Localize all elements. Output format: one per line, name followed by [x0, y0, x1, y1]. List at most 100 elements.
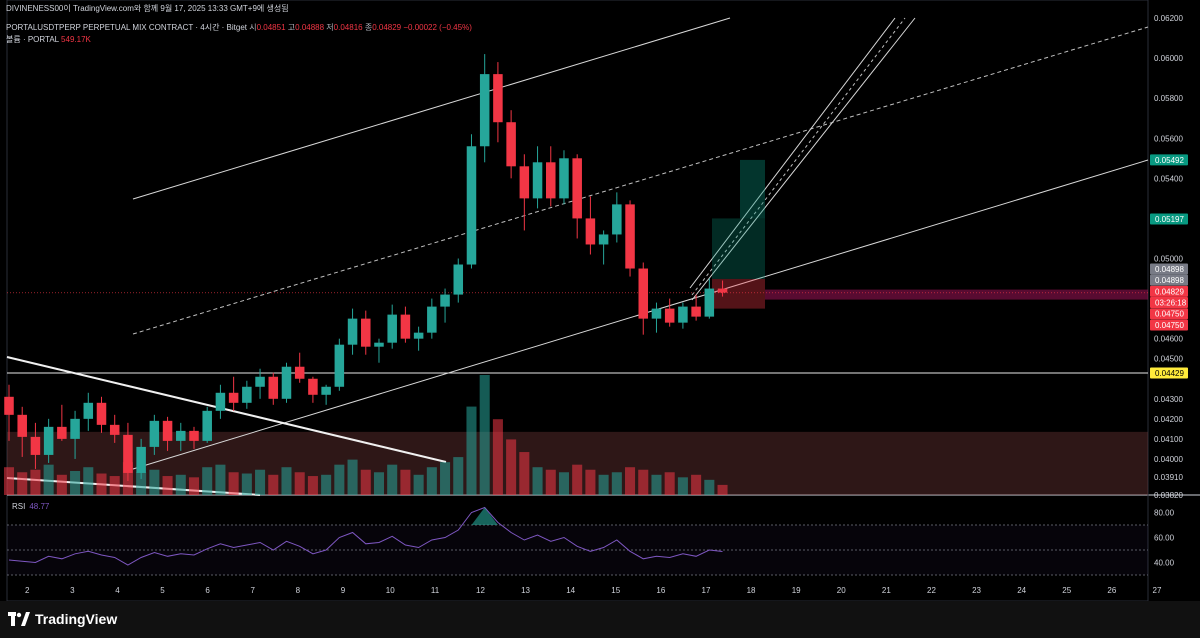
price-tick-label: 0.05600 [1154, 134, 1183, 143]
low-value: 0.04816 [333, 23, 363, 32]
volume-bar [387, 464, 398, 495]
time-tick-label: 18 [747, 586, 756, 595]
volume-bar [506, 439, 517, 495]
time-tick-label: 21 [882, 586, 891, 595]
volume-bar [585, 469, 596, 495]
time-tick-label: 6 [205, 586, 210, 595]
price-label-box [1150, 297, 1188, 309]
volume-bar [162, 476, 173, 495]
rsi-tick-label: 60.00 [1154, 534, 1175, 543]
candle-body [704, 288, 715, 317]
volume-bar [453, 457, 464, 495]
price-chart[interactable]: 0.06200 0.06000 0.05800 0.05600 0.05400 0.050… [0, 0, 1200, 601]
volume-bar [492, 419, 503, 495]
volume-bar [3, 467, 15, 495]
target-zone [712, 218, 765, 279]
candle-body [255, 376, 265, 387]
candle-body [572, 158, 582, 219]
price-tick-label: 0.04600 [1154, 335, 1183, 344]
rsi-band [7, 525, 1148, 575]
candle-body [466, 146, 477, 265]
time-tick-label: 19 [792, 586, 801, 595]
steep-channel-upper [689, 17, 896, 289]
candle-body [440, 294, 450, 307]
candle-body [598, 234, 609, 245]
candle-body [294, 366, 305, 379]
high-value: 0.04888 [295, 23, 325, 32]
volume-bar [625, 467, 636, 495]
time-tick-label: 23 [972, 586, 981, 595]
time-tick-label: 24 [1017, 586, 1026, 595]
volume-bar [30, 469, 41, 495]
volume-bar [691, 474, 702, 495]
candle-body [189, 430, 199, 441]
candle-body [612, 204, 622, 235]
tradingview-brand: TradingView [35, 611, 118, 627]
candle-body [493, 74, 503, 123]
volume-bar [109, 476, 120, 495]
volume-bar [664, 472, 675, 495]
time-tick-label: 22 [927, 586, 936, 595]
target-zone-upper [740, 159, 765, 219]
time-tick-label: 27 [1153, 586, 1162, 595]
candle-body [308, 378, 318, 395]
volume-bar [360, 469, 371, 495]
candle-body [585, 218, 596, 245]
time-tick-label: 16 [656, 586, 665, 595]
volume-legend[interactable]: 볼륨 · PORTAL 549.17K [6, 34, 91, 45]
channel-mid-line [132, 26, 1149, 335]
price-tick-label: 0.03820 [1154, 491, 1183, 500]
tradingview-logo[interactable]: TradingView [8, 611, 117, 627]
volume-bar [255, 469, 266, 495]
steep-channel-mid [691, 17, 906, 296]
close-label: 종 [364, 23, 373, 32]
candle-body [17, 414, 27, 437]
candle-body [136, 446, 146, 473]
rsi-overbought-fill [471, 507, 498, 525]
volume-bar [426, 467, 437, 495]
price-label-box [1150, 154, 1188, 166]
candle-body [532, 162, 543, 199]
time-tick-label: 10 [386, 586, 395, 595]
price-tick-label: 0.04100 [1154, 435, 1183, 444]
price-label-text: 0.04829 [1155, 287, 1184, 296]
price-label-box [1150, 319, 1188, 331]
volume-bar [572, 464, 583, 495]
rsi-legend[interactable]: RSI 48.77 [12, 502, 49, 511]
price-tick-label: 0.04200 [1154, 415, 1183, 424]
time-tick-label: 7 [251, 586, 256, 595]
price-label-text: 0.05492 [1155, 156, 1184, 165]
low-label: 저 [326, 23, 334, 32]
volume-value: 549.17K [61, 35, 91, 44]
volume-bar [83, 467, 94, 495]
price-label-box [1150, 274, 1188, 286]
candle-body [30, 436, 41, 455]
volume-bar [373, 472, 385, 495]
price-label-text: 0.04429 [1155, 369, 1184, 378]
volume-bar [307, 476, 318, 495]
time-tick-label: 14 [566, 586, 575, 595]
rsi-line [8, 506, 723, 566]
volume-bar [651, 474, 662, 495]
time-tick-label: 3 [70, 586, 75, 595]
price-label-text: 0.04750 [1155, 310, 1184, 319]
volume-bar [334, 464, 345, 495]
time-tick-label: 11 [431, 586, 440, 595]
volume-bar [466, 406, 477, 495]
symbol-ohlc-line: PORTALUSDTPERP PERPETUAL MIX CONTRACT · … [6, 22, 472, 33]
high-label: 고 [287, 23, 296, 32]
price-label-text: 0.04898 [1155, 276, 1184, 285]
symbol-name[interactable]: PORTALUSDTPERP PERPETUAL MIX CONTRACT · … [6, 23, 247, 32]
candle-body [334, 344, 345, 387]
rsi-tick-label: 80.00 [1154, 509, 1175, 518]
price-tick-label: 0.05000 [1154, 255, 1183, 264]
candle-body [4, 396, 14, 415]
candle-body [519, 166, 530, 199]
candle-body [374, 342, 384, 347]
candle-body [453, 264, 464, 295]
candle-body [625, 204, 635, 269]
price-label-text: 0.04750 [1155, 321, 1184, 330]
candle-body [479, 74, 490, 147]
volume-bar [440, 462, 451, 495]
